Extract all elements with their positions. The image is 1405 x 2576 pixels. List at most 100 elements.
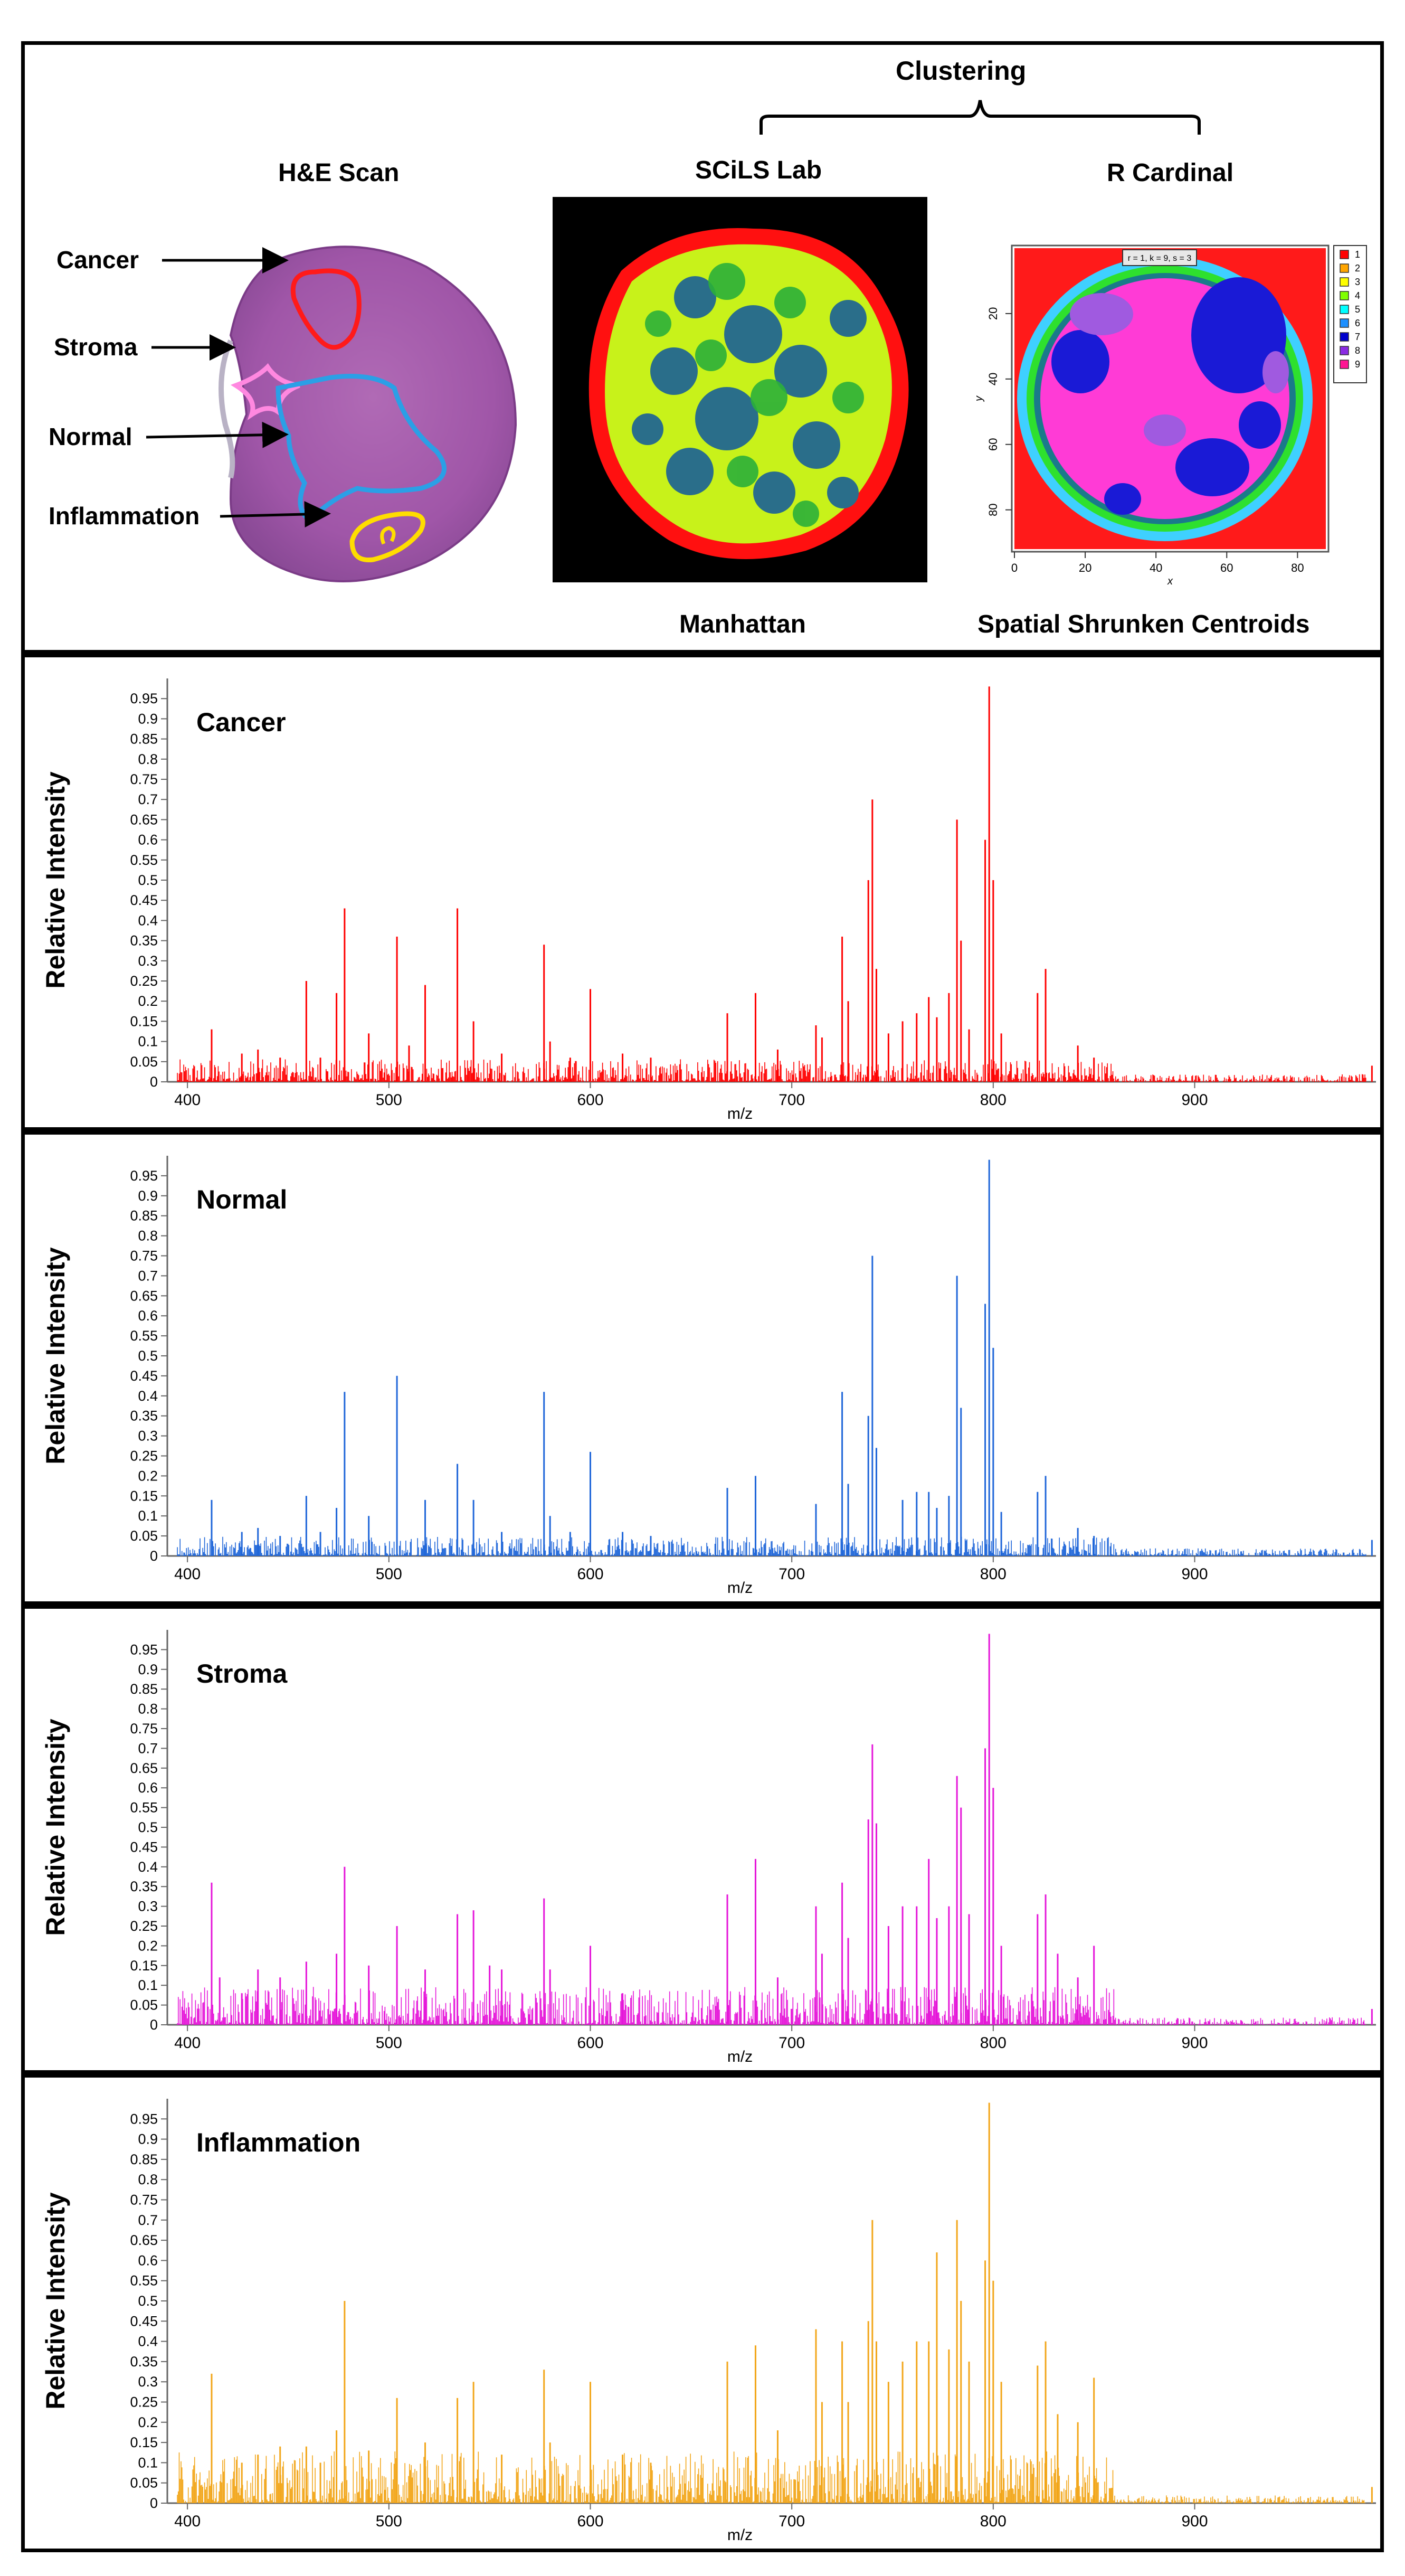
x-tick-label: 500 bbox=[376, 1565, 402, 1583]
y-tick-label: 0 bbox=[150, 1548, 158, 1564]
y-tick-label: 0.7 bbox=[138, 2212, 158, 2228]
legend-swatch-7 bbox=[1340, 332, 1349, 342]
y-tick-label: 0.8 bbox=[138, 1701, 158, 1717]
y-tick-label: 0.8 bbox=[138, 751, 158, 767]
y-tick-label: 0.6 bbox=[138, 1780, 158, 1796]
legend-label-5: 5 bbox=[1355, 304, 1360, 315]
y-tick-label: 0.95 bbox=[130, 2111, 158, 2127]
y-tick-label: 0.45 bbox=[130, 1368, 158, 1384]
y-tick-label: 0.05 bbox=[130, 1997, 158, 2013]
spectrum-baseline bbox=[177, 1059, 1366, 1082]
y-tick-label: 0.9 bbox=[138, 711, 158, 726]
x-tick-label: 400 bbox=[174, 1565, 201, 1583]
y-tick-label: 0 bbox=[150, 1074, 158, 1090]
y-tick-label: 0.2 bbox=[138, 993, 158, 1009]
y-tick-label: 0.45 bbox=[130, 892, 158, 908]
legend-swatch-2 bbox=[1340, 263, 1349, 273]
y-tick-label: 0.9 bbox=[138, 2131, 158, 2147]
y-tick-label: 0.05 bbox=[130, 1528, 158, 1544]
cardinal-ytick: 40 bbox=[986, 373, 1000, 385]
spectrum-panel-stroma: 0 0.05 0.1 0.15 0.2 0.25 0.3 0.35 0.4 0.45 0.5 0.55… bbox=[21, 1605, 1384, 2074]
x-tick-label: 700 bbox=[779, 1091, 805, 1109]
x-tick-label: 900 bbox=[1181, 2513, 1208, 2530]
y-tick-label: 0.1 bbox=[138, 1034, 158, 1050]
spectrum-chart-stroma: 0 0.05 0.1 0.15 0.2 0.25 0.3 0.35 0.4 0.45 0.5 0.55… bbox=[41, 1630, 1376, 2065]
y-axis-label: Relative Intensity bbox=[41, 771, 70, 988]
clustering-label: Clustering bbox=[896, 56, 1027, 86]
annotation-arrows bbox=[146, 247, 331, 527]
y-tick-label: 0.05 bbox=[130, 1054, 158, 1070]
spectrum-panel-normal: 0 0.05 0.1 0.15 0.2 0.25 0.3 0.35 0.4 0.45 0.5 0.55… bbox=[21, 1131, 1384, 1605]
r-cardinal-title: R Cardinal bbox=[1107, 159, 1234, 187]
manhattan-label: Manhattan bbox=[679, 610, 806, 638]
y-tick-label: 0.15 bbox=[130, 1958, 158, 1974]
y-tick-label: 0.6 bbox=[138, 2252, 158, 2268]
cardinal-plot-title-box bbox=[1122, 249, 1197, 266]
y-tick-label: 0.85 bbox=[130, 2152, 158, 2167]
y-tick-label: 0.65 bbox=[130, 1288, 158, 1304]
series-name: Cancer bbox=[196, 707, 286, 737]
y-tick-label: 0.3 bbox=[138, 1899, 158, 1914]
inflammation-region bbox=[349, 511, 425, 563]
y-tick-label: 0.9 bbox=[138, 1662, 158, 1677]
legend-swatch-6 bbox=[1340, 318, 1349, 328]
cardinal-ytick: 60 bbox=[986, 438, 1000, 450]
x-tick-label: 600 bbox=[577, 1565, 603, 1583]
y-tick-label: 0.4 bbox=[138, 1859, 158, 1875]
y-tick-label: 0.85 bbox=[130, 1208, 158, 1224]
x-tick-label: 900 bbox=[1181, 1565, 1208, 1583]
y-axis-label: Relative Intensity bbox=[41, 1719, 70, 1936]
y-tick-label: 0.35 bbox=[130, 2354, 158, 2370]
y-axis-label: Relative Intensity bbox=[41, 1247, 70, 1464]
legend-label-2: 2 bbox=[1355, 263, 1360, 273]
y-tick-label: 0.2 bbox=[138, 1938, 158, 1954]
x-tick-label: 400 bbox=[174, 2034, 201, 2052]
x-tick-label: 700 bbox=[779, 2513, 805, 2530]
y-tick-label: 0 bbox=[150, 2017, 158, 2033]
y-tick-label: 0.2 bbox=[138, 2414, 158, 2430]
cardinal-xtick: 20 bbox=[1079, 561, 1091, 574]
y-tick-label: 0.1 bbox=[138, 1508, 158, 1524]
spectrum-chart-cancer: 0 0.05 0.1 0.15 0.2 0.25 0.3 0.35 0.4 0.45 0.5 0.55… bbox=[41, 678, 1376, 1122]
legend-label-4: 4 bbox=[1355, 290, 1360, 301]
legend-swatch-9 bbox=[1340, 360, 1349, 369]
y-tick-label: 0.65 bbox=[130, 812, 158, 827]
y-tick-label: 0.9 bbox=[138, 1188, 158, 1204]
cardinal-xtick: 40 bbox=[1150, 561, 1162, 574]
y-tick-label: 0.85 bbox=[130, 731, 158, 747]
clustering-brace bbox=[760, 100, 1201, 135]
he-scan-image bbox=[219, 246, 517, 582]
legend-label-6: 6 bbox=[1355, 318, 1360, 328]
legend-label-3: 3 bbox=[1355, 277, 1360, 287]
y-tick-label: 0.55 bbox=[130, 2273, 158, 2289]
y-tick-label: 0.25 bbox=[130, 1448, 158, 1464]
spectrum-chart-inflammation: 0 0.05 0.1 0.15 0.2 0.25 0.3 0.35 0.4 0.45 0.5 0.55… bbox=[41, 2099, 1376, 2544]
y-tick-label: 0.25 bbox=[130, 1918, 158, 1934]
y-tick-label: 0.25 bbox=[130, 973, 158, 989]
y-tick-label: 0.3 bbox=[138, 2374, 158, 2390]
cardinal-xtick: 80 bbox=[1291, 561, 1304, 574]
x-tick-label: 800 bbox=[980, 2034, 1007, 2052]
y-tick-label: 0.3 bbox=[138, 1428, 158, 1444]
y-tick-label: 0.15 bbox=[130, 1013, 158, 1029]
x-tick-label: 600 bbox=[577, 1091, 603, 1109]
y-tick-label: 0.5 bbox=[138, 1819, 158, 1835]
y-axis-label: Relative Intensity bbox=[41, 2192, 70, 2409]
x-tick-label: 700 bbox=[779, 2034, 805, 2052]
legend-label-8: 8 bbox=[1355, 345, 1360, 356]
spectrum-baseline bbox=[177, 1987, 1366, 2025]
cardinal-legend: 1 2 3 4 5 6 7 8 9 bbox=[1340, 249, 1360, 370]
y-tick-label: 0.7 bbox=[138, 1740, 158, 1756]
y-tick-label: 0 bbox=[150, 2495, 158, 2511]
x-axis-label: m/z bbox=[727, 2048, 753, 2065]
series-name: Inflammation bbox=[196, 2128, 360, 2157]
y-tick-label: 0.35 bbox=[130, 1408, 158, 1424]
y-tick-label: 0.25 bbox=[130, 2394, 158, 2410]
cardinal-ylabel: y bbox=[973, 395, 985, 402]
y-tick-label: 0.8 bbox=[138, 1228, 158, 1244]
y-tick-label: 0.95 bbox=[130, 691, 158, 706]
label-normal: Normal bbox=[49, 423, 132, 450]
x-axis-label: m/z bbox=[727, 2526, 753, 2544]
y-tick-label: 0.75 bbox=[130, 771, 158, 787]
cardinal-ytick: 80 bbox=[986, 503, 1000, 516]
